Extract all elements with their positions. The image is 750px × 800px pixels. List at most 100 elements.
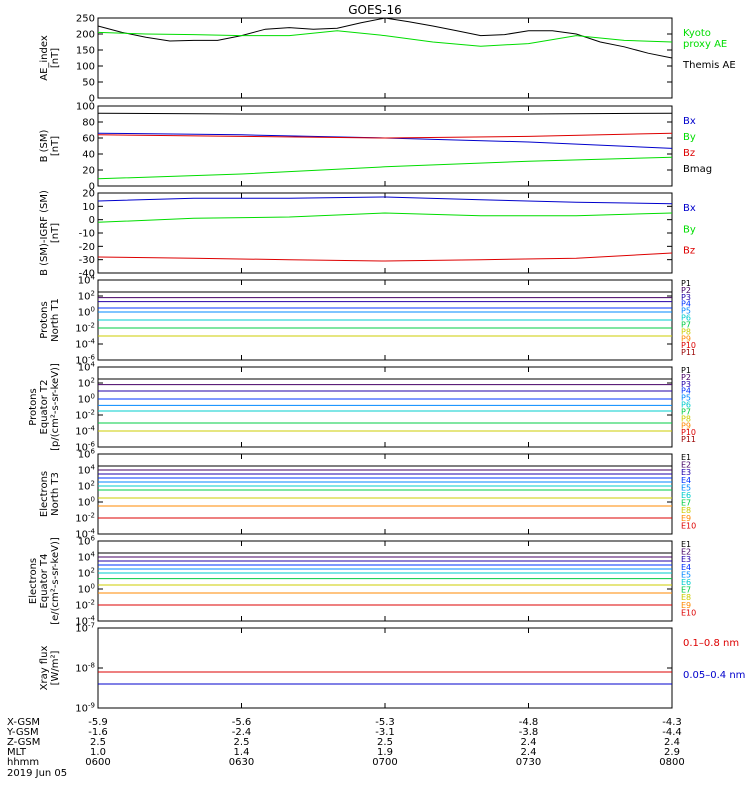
- y-tick-label: 150: [76, 46, 95, 57]
- legend-entry: P11: [681, 348, 696, 357]
- y-tick-label: 20: [82, 166, 95, 177]
- y-tick-label: -20: [79, 242, 95, 253]
- date-label: 2019 Jun 05: [7, 768, 67, 779]
- legend-entry: E7: [681, 586, 691, 595]
- legend-entry: P6: [681, 314, 691, 323]
- y-axis-label: Xray flux[W/m²]: [39, 646, 61, 691]
- legend-entry: Themis AE: [682, 60, 736, 71]
- legend-entry: P9: [681, 334, 691, 343]
- y-tick-label: 100: [78, 496, 95, 509]
- panel-8: 10-9 10-8 10-7 Xray flux[W/m²] 0.1–0.8 nm 0.0…: [39, 622, 745, 715]
- legend-entry: Bz: [683, 246, 695, 257]
- y-tick-label: 100: [78, 393, 95, 406]
- panel-4: 10-6 10-4 10-2 100 102 104 ProtonsNorth T1 P1P2…: [39, 274, 696, 367]
- y-tick-label: 106: [78, 535, 96, 548]
- y-tick-label: 60: [82, 134, 95, 145]
- y-tick-label: 10-7: [75, 622, 95, 635]
- y-tick-label: 10-4: [75, 338, 95, 351]
- legend-entry: E6: [681, 578, 691, 587]
- legend-entry: E10: [681, 521, 696, 530]
- legend-entry: P1: [681, 366, 691, 375]
- panel-7: 10-4 10-2 100 102 104 106 ElectronsEquator T4[…: [28, 535, 696, 628]
- panel-frame: [97, 105, 673, 187]
- legend-entry: P8: [681, 414, 691, 423]
- legend-entry: P2: [681, 373, 691, 382]
- y-tick-label: 10: [82, 202, 95, 213]
- x-tick-value: 0800: [659, 757, 684, 768]
- x-row-label: MLT: [7, 747, 27, 758]
- legend-entry: P6: [681, 401, 691, 410]
- series-kyoto-proxy-ae: [97, 30, 673, 47]
- legend-entry: E6: [681, 491, 691, 500]
- y-axis-label: B (SM)-IGRF (SM)[nT]: [39, 190, 61, 276]
- x-tick-value: 2.4: [521, 737, 537, 748]
- legend-entry: P8: [681, 327, 691, 336]
- y-tick-label: 80: [82, 118, 95, 129]
- y-tick-label: 10-4: [75, 615, 95, 628]
- y-tick-label: 10-2: [75, 512, 95, 525]
- y-tick-label: 10-2: [75, 322, 95, 335]
- y-tick-label: 104: [78, 464, 96, 477]
- x-tick-value: 2.9: [664, 747, 680, 758]
- x-tick-value: 2.5: [234, 737, 250, 748]
- y-tick-label: 40: [82, 150, 95, 161]
- legend-entry: P4: [681, 300, 691, 309]
- panel-frame: [97, 17, 673, 99]
- y-tick-label: 100: [78, 306, 95, 319]
- legend-entry: P10: [681, 341, 696, 350]
- y-tick-label: 10-2: [75, 599, 95, 612]
- legend-entry: 0.05–0.4 nm: [683, 670, 745, 681]
- series-bx: [97, 196, 673, 205]
- legend-entry: P5: [681, 307, 691, 316]
- legend-entry: E9: [681, 514, 691, 523]
- x-row-label: X-GSM: [7, 717, 40, 728]
- y-tick-label: 10-4: [75, 528, 95, 541]
- legend-entry: E4: [681, 563, 691, 572]
- x-tick-value: -4.4: [662, 727, 682, 738]
- y-tick-label: 100: [76, 62, 95, 73]
- y-tick-label: 102: [78, 480, 95, 493]
- x-tick-value: -4.3: [662, 717, 682, 728]
- series-themis-ae: [97, 17, 673, 59]
- legend-entry: E5: [681, 570, 691, 579]
- y-axis-label: ProtonsNorth T1: [39, 298, 61, 342]
- y-axis-label: B (SM)[nT]: [39, 129, 61, 162]
- legend-entry: Bmag: [683, 164, 712, 175]
- y-axis-label: ProtonsEquator T2[p/(cm²-s-sr-keV)]: [28, 363, 61, 451]
- panel-1: 0 50 100 150 200 250 AE_index[nT] Kyoto proxy AE…: [39, 14, 736, 105]
- x-tick-value: 0730: [516, 757, 541, 768]
- legend-entry: 0.1–0.8 nm: [683, 638, 739, 649]
- y-tick-label: -40: [79, 269, 95, 280]
- legend-entry: Bz: [683, 148, 695, 159]
- x-tick-value: 1.0: [90, 747, 106, 758]
- panel-5: 10-6 10-4 10-2 100 102 104 ProtonsEquator T2[p…: [28, 361, 696, 454]
- legend-entry: E2: [681, 461, 691, 470]
- y-tick-label: 104: [78, 274, 96, 287]
- legend-entry: E1: [681, 540, 691, 549]
- y-tick-label: 100: [76, 102, 95, 113]
- y-tick-label: 0: [89, 182, 95, 193]
- legend-entry: P11: [681, 435, 696, 444]
- legend-entry: E2: [681, 548, 691, 557]
- x-tick-value: -5.9: [88, 717, 108, 728]
- legend-entry: E8: [681, 593, 691, 602]
- legend-entry: E5: [681, 483, 691, 492]
- legend-entry: E3: [681, 468, 691, 477]
- y-axis-label: ElectronsEquator T4[e/(cm²-s-sr-keV)]: [28, 537, 61, 625]
- y-tick-label: -30: [79, 255, 95, 266]
- legend-entry: E4: [681, 476, 691, 485]
- y-tick-label: 102: [78, 377, 95, 390]
- legend-entry: P7: [681, 407, 691, 416]
- legend-entry: E9: [681, 601, 691, 610]
- x-tick-value: -3.1: [375, 727, 395, 738]
- legend-entry: P9: [681, 421, 691, 430]
- x-tick-value: 1.4: [234, 747, 250, 758]
- x-tick-value: -3.8: [519, 727, 539, 738]
- series-by: [97, 212, 673, 223]
- y-tick-label: 200: [76, 30, 95, 41]
- legend-entry: E8: [681, 506, 691, 515]
- y-tick-label: 104: [78, 551, 96, 564]
- legend-entry: P5: [681, 394, 691, 403]
